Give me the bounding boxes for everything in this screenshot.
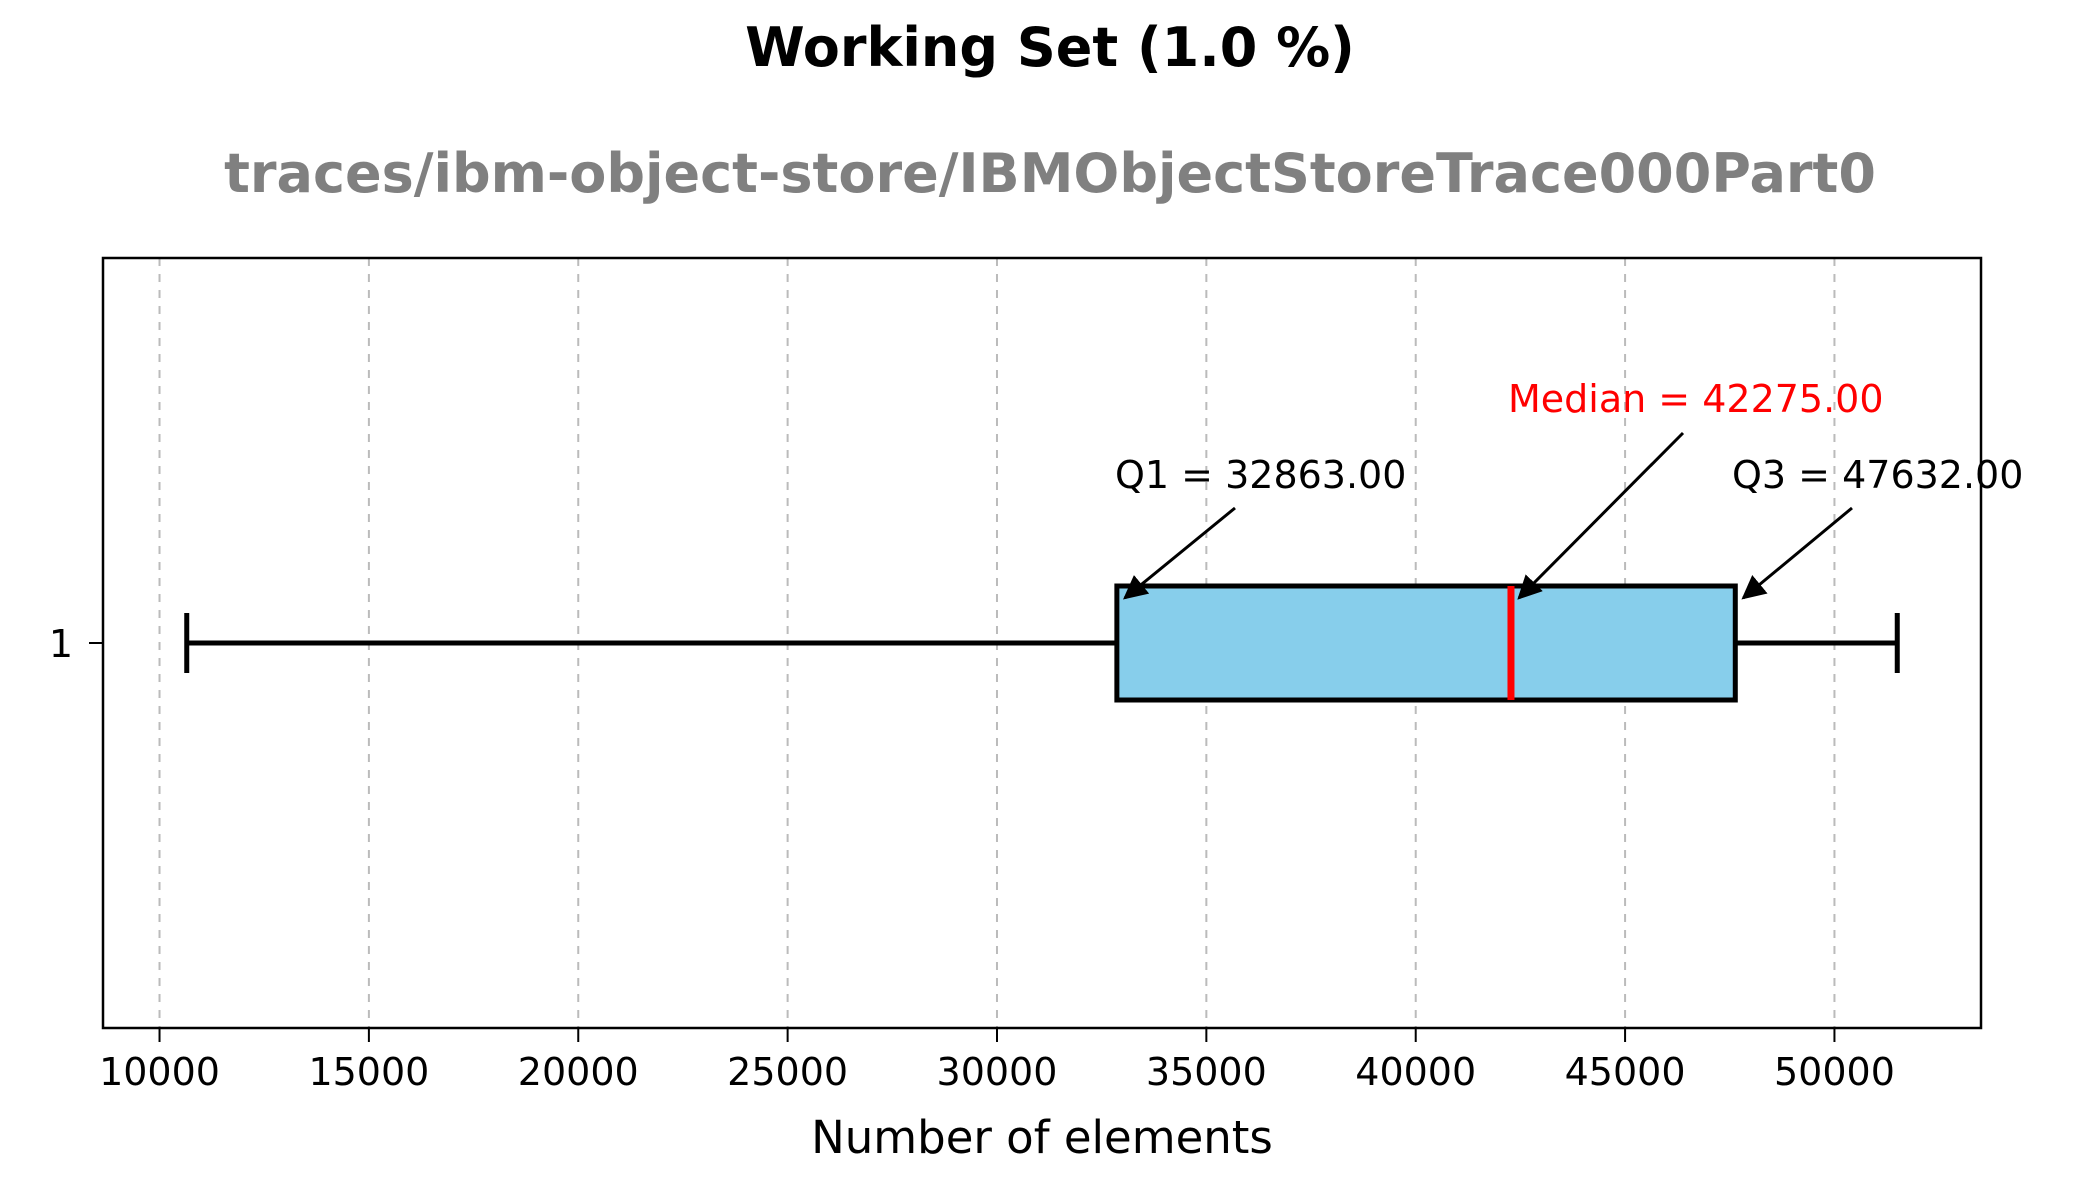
axis-ticks: 10000 15000 20000 25000 30000 35000 40000 45000… xyxy=(49,622,1895,1094)
chart-title: Working Set (1.0 %) xyxy=(745,16,1355,79)
x-tick-label: 20000 xyxy=(518,1050,639,1094)
q3-annotation: Q3 = 47632.00 xyxy=(1732,453,2023,497)
x-tick-label: 45000 xyxy=(1565,1050,1686,1094)
x-tick-label: 15000 xyxy=(308,1050,429,1094)
interquartile-box xyxy=(1114,583,1738,703)
y-tick-label: 1 xyxy=(49,622,73,666)
chart-subtitle: traces/ibm-object-store/IBMObjectStoreTr… xyxy=(224,142,1876,205)
box-plot xyxy=(184,583,1900,703)
x-tick-label: 10000 xyxy=(99,1050,220,1094)
x-tick-label: 30000 xyxy=(937,1050,1058,1094)
median-annotation: Median = 42275.00 xyxy=(1508,377,1884,421)
x-axis-label: Number of elements xyxy=(811,1111,1273,1164)
x-tick-label: 40000 xyxy=(1355,1050,1476,1094)
x-tick-label: 50000 xyxy=(1774,1050,1895,1094)
q1-annotation: Q1 = 32863.00 xyxy=(1115,453,1406,497)
q1-arrow xyxy=(1123,506,1236,600)
x-tick-label: 25000 xyxy=(727,1050,848,1094)
annotations: Q1 = 32863.00 Median = 42275.00 Q3 = 476… xyxy=(1115,377,2023,600)
x-tick-label: 35000 xyxy=(1146,1050,1267,1094)
median-arrow xyxy=(1517,431,1685,600)
q3-arrow xyxy=(1741,506,1853,600)
